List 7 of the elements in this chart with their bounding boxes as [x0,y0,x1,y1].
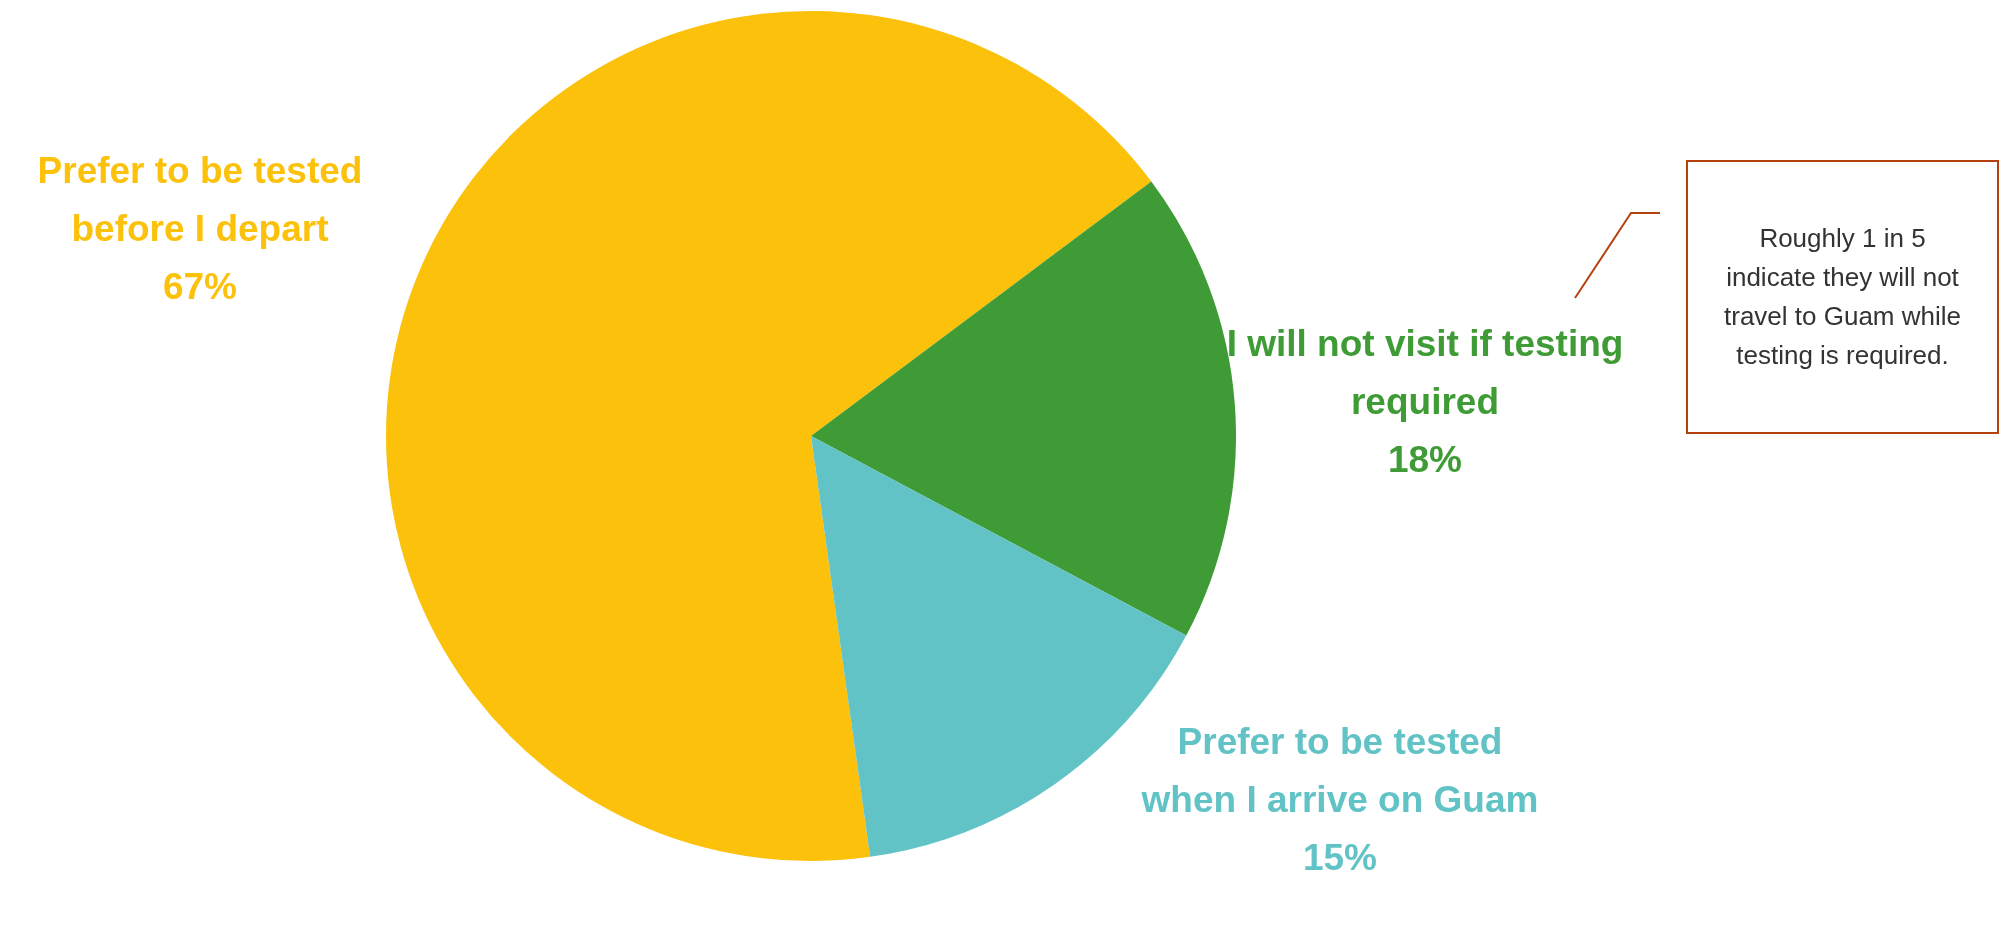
slice-label: Prefer to be tested when I arrive on Guam [1140,720,1540,822]
data-label: 18% [1386,438,1464,482]
text: Roughly 1 in 5 indicate they will not travel to Guam while testing is required. [1723,222,1962,372]
data-label: 67% [161,265,239,309]
data-label: 15% [1301,836,1379,880]
slice-label: Prefer to be tested before I depart [36,149,364,251]
slice-label: I will not visit if testing required [1225,322,1625,424]
